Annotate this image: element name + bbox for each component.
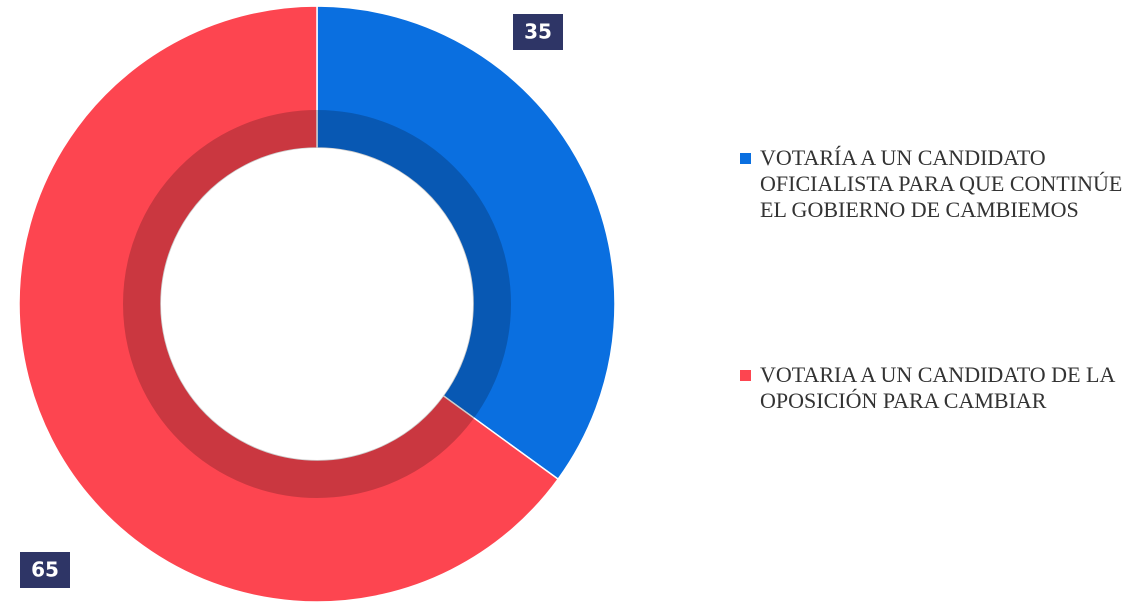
data-label-box [513,14,563,50]
donut-slice [18,5,560,603]
data-label: 65 [31,558,59,582]
legend-swatch [740,370,751,381]
legend-label: VOTARIA A UN CANDIDATO DE LA OPOSICIÓN P… [760,362,1115,413]
inner-shade [123,110,511,498]
legend-item: VOTARIA A UN CANDIDATO DE LA OPOSICIÓN P… [740,362,1140,414]
legend-label: VOTARÍA A UN CANDIDATO OFICIALISTA PARA … [760,145,1123,222]
legend-swatch [740,153,751,164]
data-label-box [20,552,70,588]
data-label: 35 [524,20,552,44]
donut-slice [316,5,616,481]
legend-item: VOTARÍA A UN CANDIDATO OFICIALISTA PARA … [740,145,1140,223]
